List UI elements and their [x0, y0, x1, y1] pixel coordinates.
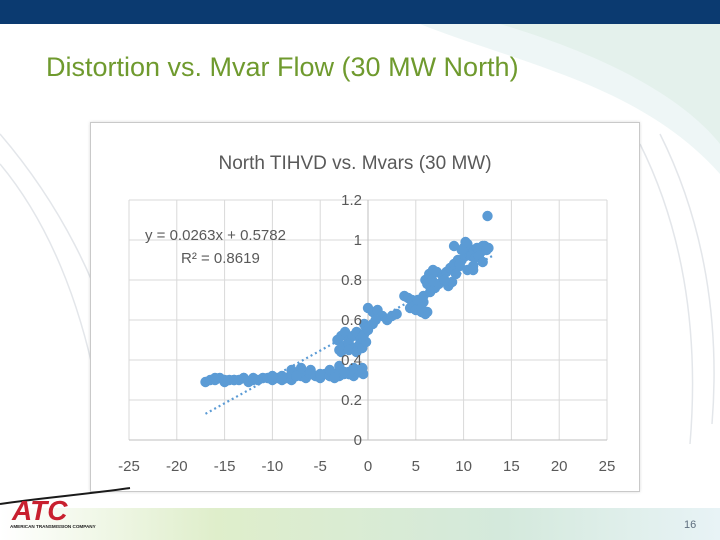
- x-axis-ticks: -25 -20 -15 -10 -5 0 5 10 15 20 25: [118, 458, 615, 475]
- data-point: [324, 364, 335, 376]
- data-point: [267, 370, 278, 382]
- data-point: [291, 370, 302, 382]
- scatter-chart: North TIHVD vs. Mvars (30 MW) -25 -20 -15-…: [118, 153, 615, 475]
- data-point: [391, 308, 402, 320]
- data-point: [295, 362, 307, 374]
- y-tick-label: 0.6: [341, 312, 362, 329]
- y-tick-label: 1.2: [341, 192, 362, 209]
- data-point: [424, 286, 436, 298]
- atc-logo: ATC AMERICAN TRANSMISSION COMPANY: [0, 487, 131, 529]
- data-point: [276, 374, 288, 386]
- y-tick-label: 1: [354, 232, 362, 249]
- logo-text: ATC: [11, 495, 68, 526]
- top-bar: [0, 0, 720, 24]
- slide-title: Distortion vs. Mvar Flow (30 MW North): [46, 52, 519, 82]
- chart-grid: [128, 199, 608, 441]
- data-point: [228, 374, 240, 386]
- data-point: [456, 244, 467, 256]
- data-point: [460, 236, 471, 248]
- data-point: [481, 244, 492, 256]
- data-point: [248, 372, 259, 384]
- data-point: [339, 326, 351, 338]
- bottom-bar: [0, 508, 720, 540]
- data-point: [338, 366, 350, 378]
- x-tick-label: 25: [599, 458, 616, 475]
- y-tick-label: 0.2: [341, 392, 362, 409]
- data-point: [209, 372, 221, 384]
- data-point: [454, 258, 465, 270]
- x-tick-label: -25: [118, 458, 140, 475]
- y-axis-ticks: 0 0.2 0.4 0.6 0.8 1 1.2: [341, 192, 362, 449]
- x-tick-label: -15: [214, 458, 236, 475]
- data-point: [450, 268, 462, 280]
- data-point: [448, 240, 460, 252]
- x-tick-label: 5: [412, 458, 420, 475]
- chart-container: North TIHVD vs. Mvars (30 MW) -25 -20 -15-…: [90, 122, 640, 492]
- data-point: [348, 362, 359, 374]
- x-tick-label: 15: [503, 458, 520, 475]
- chart-title: North TIHVD vs. Mvars (30 MW): [218, 153, 491, 174]
- data-point: [357, 362, 368, 374]
- background-swoosh: [0, 24, 720, 445]
- data-point: [416, 302, 427, 314]
- trendline-r-squared: R² = 0.8619: [181, 250, 260, 267]
- data-points: [200, 210, 494, 388]
- data-point: [315, 368, 326, 380]
- y-tick-label: 0.4: [341, 352, 362, 369]
- x-tick-label: -5: [314, 458, 327, 475]
- data-point: [329, 372, 340, 384]
- trendline-equation: y = 0.0263x + 0.5782: [145, 227, 286, 244]
- x-tick-label: -20: [166, 458, 188, 475]
- y-tick-label: 0: [354, 432, 362, 449]
- x-tick-label: 10: [455, 458, 472, 475]
- data-point: [238, 372, 249, 384]
- data-point: [370, 314, 381, 326]
- x-tick-label: 0: [364, 458, 372, 475]
- data-point: [439, 274, 450, 286]
- data-point: [477, 256, 488, 268]
- x-tick-label: -10: [262, 458, 284, 475]
- y-tick-label: 0.8: [341, 272, 362, 289]
- data-point: [219, 374, 230, 386]
- data-point: [362, 324, 374, 336]
- logo-subtext: AMERICAN TRANSMISSION COMPANY: [10, 524, 96, 529]
- x-tick-label: 20: [551, 458, 568, 475]
- data-point: [305, 364, 316, 376]
- data-point: [482, 210, 493, 222]
- page-number: 16: [684, 519, 697, 531]
- data-point: [467, 260, 479, 272]
